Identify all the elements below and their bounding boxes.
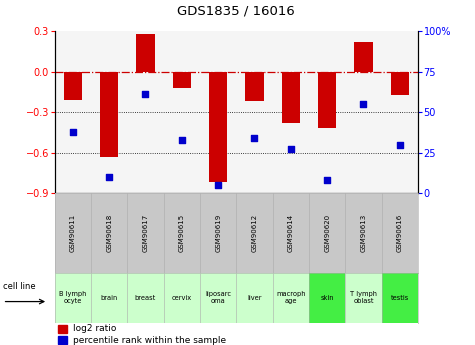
Text: GSM90616: GSM90616 — [397, 214, 403, 252]
Text: GSM90611: GSM90611 — [70, 214, 76, 252]
Bar — [318, 71, 336, 128]
Point — [287, 147, 294, 152]
Point — [396, 142, 404, 147]
Text: macroph
age: macroph age — [276, 291, 305, 304]
Text: breast: breast — [135, 295, 156, 300]
Point — [142, 91, 149, 97]
Point — [105, 174, 113, 180]
Bar — [246, 71, 264, 101]
Point — [214, 182, 222, 188]
Text: cervix: cervix — [172, 295, 192, 300]
Text: GSM90613: GSM90613 — [361, 214, 367, 252]
Text: brain: brain — [101, 295, 118, 300]
Text: skin: skin — [321, 295, 334, 300]
Text: GSM90620: GSM90620 — [324, 214, 330, 252]
Text: T lymph
oblast: T lymph oblast — [350, 291, 377, 304]
Text: liver: liver — [247, 295, 262, 300]
Text: GSM90615: GSM90615 — [179, 214, 185, 252]
Bar — [173, 71, 191, 88]
Text: testis: testis — [391, 295, 409, 300]
Point — [360, 101, 367, 107]
Text: GSM90617: GSM90617 — [142, 214, 149, 252]
Text: cell line: cell line — [3, 282, 35, 291]
Text: GDS1835 / 16016: GDS1835 / 16016 — [178, 4, 295, 17]
Point — [251, 135, 258, 141]
Text: GSM90619: GSM90619 — [215, 214, 221, 252]
Point — [323, 177, 331, 183]
Bar — [58, 325, 67, 333]
Bar — [58, 336, 67, 344]
Point — [69, 129, 76, 134]
Bar — [100, 71, 118, 157]
Bar — [282, 71, 300, 123]
Text: liposarc
oma: liposarc oma — [205, 291, 231, 304]
Text: GSM90614: GSM90614 — [288, 214, 294, 252]
Bar — [209, 71, 227, 183]
Bar — [64, 71, 82, 100]
Bar — [391, 71, 409, 95]
Text: GSM90612: GSM90612 — [251, 214, 257, 252]
Text: log2 ratio: log2 ratio — [73, 324, 116, 333]
Bar — [136, 34, 154, 71]
Text: percentile rank within the sample: percentile rank within the sample — [73, 336, 226, 345]
Bar — [354, 42, 372, 71]
Text: GSM90618: GSM90618 — [106, 214, 112, 252]
Text: B lymph
ocyte: B lymph ocyte — [59, 291, 86, 304]
Point — [178, 137, 186, 142]
